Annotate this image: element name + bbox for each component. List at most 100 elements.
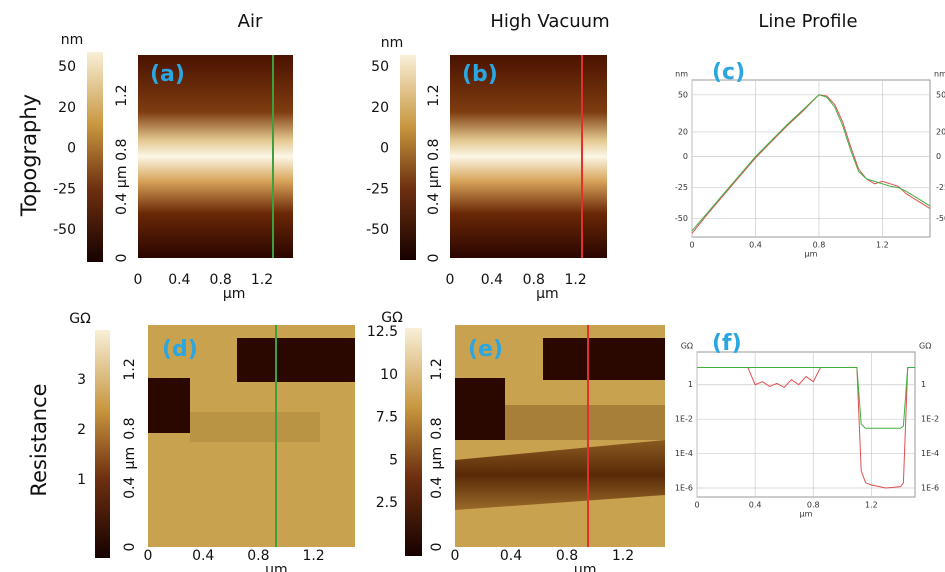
colorbar-unit: GΩ [381, 310, 403, 326]
y-unit: nm [675, 70, 688, 79]
colorbar-tick-label: 12.5 [367, 324, 398, 340]
colorbar-tick-label: 2.5 [376, 495, 398, 511]
topography-map [450, 55, 607, 258]
x-tick-label: 0.8 [813, 241, 826, 250]
y-tick-label: 0.4 [429, 477, 445, 499]
panel-label: (e) [468, 337, 503, 362]
y-tick-label: 1.2 [429, 358, 445, 380]
x-tick-label: 0.4 [749, 501, 762, 510]
y-tick-label: 1E-4 [675, 449, 693, 458]
y2-tick-label: 50 [936, 90, 945, 99]
colorbar-tick-label: 0 [67, 141, 76, 157]
colorbar-tick-label: -50 [53, 222, 76, 238]
x-tick-label: 0.4 [481, 272, 503, 288]
x-tick-label: 0 [134, 272, 143, 288]
profile-line [691, 94, 931, 232]
y-tick-label: 1E-6 [675, 484, 693, 493]
y-axis-label: µm [426, 166, 442, 189]
colorbar-tick-label: 2 [77, 422, 86, 438]
colorbar-tick-label: 20 [371, 100, 389, 116]
x-tick-label: 0.8 [807, 501, 820, 510]
colorbar-tick-label: 50 [58, 59, 76, 75]
panel-label: (f) [712, 331, 742, 356]
x-axis-label: µm [805, 250, 818, 259]
x-tick-label: 0.4 [749, 241, 762, 250]
y2-tick-label: 1E-4 [921, 449, 939, 458]
x-tick-label: 0.8 [247, 548, 269, 564]
y-tick-label: 0 [426, 254, 442, 263]
y2-unit: nm [934, 70, 945, 79]
y2-tick-label: 1E-6 [921, 484, 939, 493]
x-tick-label: 1.2 [251, 272, 273, 288]
colorbar [405, 328, 422, 556]
colorbar-unit: nm [61, 32, 84, 48]
row-label: Resistance [27, 383, 51, 496]
x-tick-label: 0 [451, 548, 460, 564]
y-tick-label: 0.4 [122, 477, 138, 499]
colorbar [95, 330, 110, 558]
y-tick-label: 1.2 [122, 358, 138, 380]
profile-line [691, 94, 931, 234]
colorbar-tick-label: 20 [58, 100, 76, 116]
x-tick-label: 0 [689, 241, 694, 250]
colorbar [87, 52, 103, 262]
panel-label: (a) [150, 62, 185, 87]
y-tick-label: 20 [678, 127, 688, 136]
y-tick-label: 0.4 [114, 193, 130, 215]
colorbar-tick-label: -50 [366, 222, 389, 238]
y-tick-label: 0.8 [114, 139, 130, 161]
y-tick-label: 0.8 [429, 417, 445, 439]
colorbar [400, 55, 416, 260]
y2-tick-label: 1 [921, 380, 926, 389]
colorbar-unit: GΩ [69, 311, 91, 327]
colorbar-tick-label: 0 [380, 141, 389, 157]
x-tick-label: 0.8 [210, 272, 232, 288]
y2-tick-label: 20 [936, 127, 945, 136]
y-tick-label: 0 [683, 152, 688, 161]
panel-label: (d) [162, 337, 198, 362]
y-tick-label: 0 [122, 543, 138, 552]
y-axis-label: µm [122, 447, 138, 470]
x-tick-label: 1.2 [564, 272, 586, 288]
y2-unit: GΩ [919, 342, 931, 351]
y-tick-label: -50 [675, 214, 688, 223]
colorbar-tick-label: -25 [366, 181, 389, 197]
y-tick-label: 1.2 [426, 84, 442, 106]
x-axis-label: µm [536, 286, 559, 302]
x-axis-label: µm [265, 562, 288, 572]
colorbar-tick-label: -25 [53, 181, 76, 197]
x-tick-label: 0 [446, 272, 455, 288]
y-tick-label: 50 [678, 90, 688, 99]
colorbar-unit: nm [381, 35, 404, 51]
colorbar-tick-label: 1 [77, 472, 86, 488]
y-unit: GΩ [681, 342, 693, 351]
x-axis-label: µm [574, 562, 597, 572]
colorbar-tick-label: 5 [389, 452, 398, 468]
y-axis-label: µm [114, 166, 130, 189]
x-tick-label: 0 [144, 548, 153, 564]
y-tick-label: 1E-2 [675, 415, 693, 424]
row-label: Topography [17, 94, 41, 217]
y-tick-label: -25 [675, 183, 688, 192]
colorbar-tick-label: 3 [77, 372, 86, 388]
y-tick-label: 0.8 [426, 139, 442, 161]
x-tick-label: 0.4 [168, 272, 190, 288]
colorbar-tick-label: 7.5 [376, 410, 398, 426]
x-tick-label: 1.2 [876, 241, 889, 250]
column-header: High Vacuum [490, 11, 609, 32]
y2-tick-label: -25 [936, 183, 945, 192]
y-axis-label: µm [429, 447, 445, 470]
y2-tick-label: 1E-2 [921, 415, 939, 424]
x-tick-label: 0.4 [192, 548, 214, 564]
colorbar-tick-label: 10 [380, 367, 398, 383]
x-axis-label: µm [223, 286, 246, 302]
x-tick-label: 1.2 [302, 548, 324, 564]
x-tick-label: 0.4 [500, 548, 522, 564]
topography-map [138, 55, 293, 258]
column-header: Line Profile [758, 11, 857, 32]
y-tick-label: 1.2 [114, 84, 130, 106]
colorbar-tick-label: 50 [371, 59, 389, 75]
y2-tick-label: 0 [936, 152, 941, 161]
panel-label: (c) [712, 60, 745, 85]
x-tick-label: 0.8 [556, 548, 578, 564]
